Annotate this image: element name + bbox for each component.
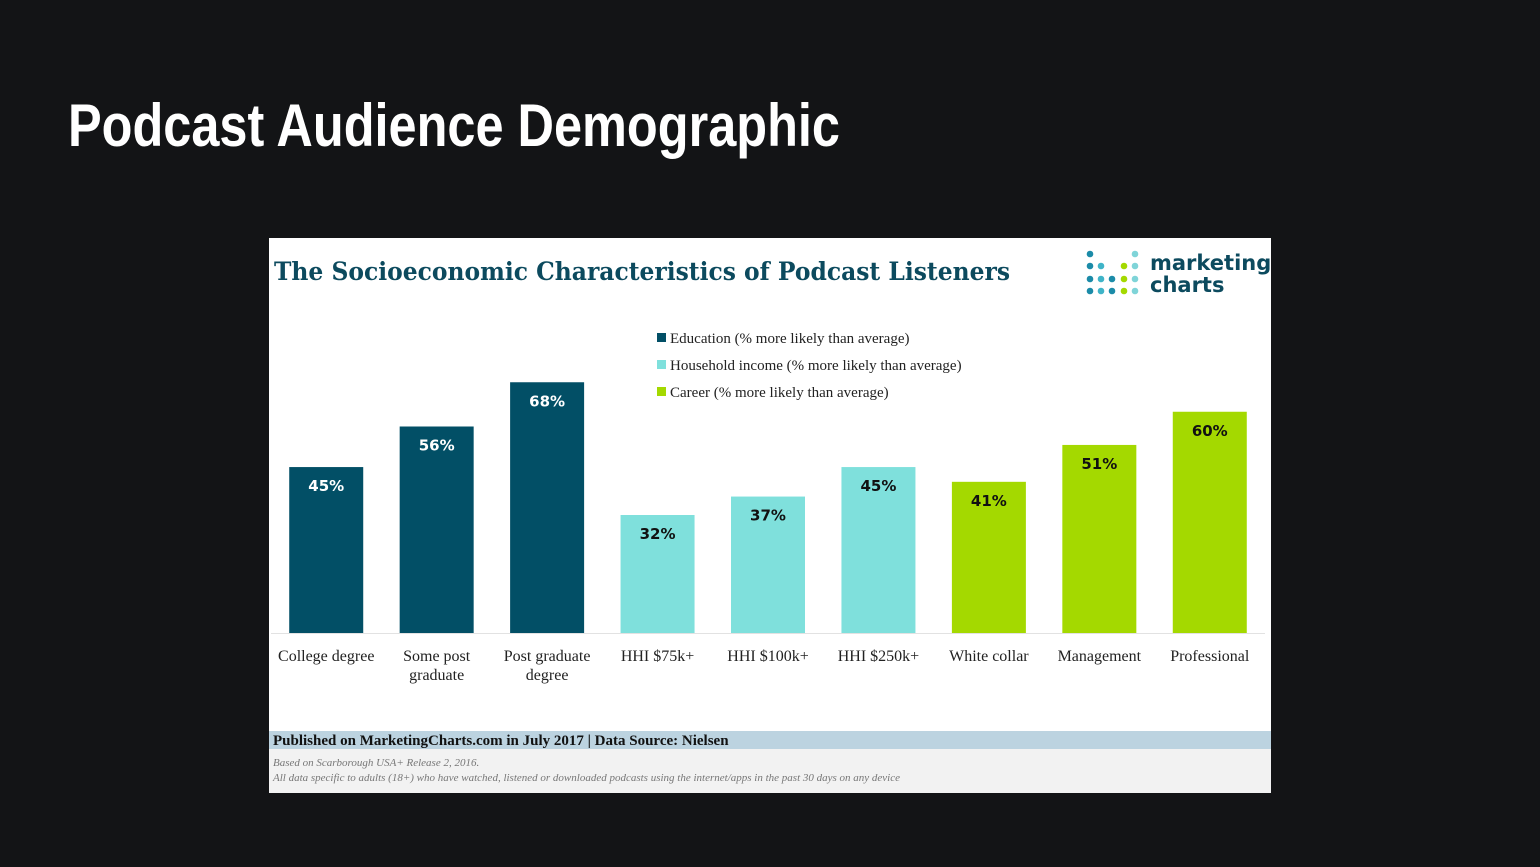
note: Based on Scarborough USA+ Release 2, 201… [273,757,479,769]
data-label: 32% [640,525,676,543]
x-tick-label: White collar [949,648,1029,665]
data-label: 51% [1081,455,1117,473]
bar [841,467,916,633]
data-label: 60% [1192,422,1228,440]
notes-band [269,749,1271,793]
note: All data specific to adults (18+) who ha… [272,772,900,784]
legend-swatch [657,387,666,396]
legend-swatch [657,333,666,342]
slide-title: Podcast Audience Demographic [68,92,840,159]
data-label: 56% [419,437,455,455]
logo-text: marketing [1150,251,1271,275]
x-tick-label: HHI $250k+ [837,648,920,665]
legend-label: Household income (% more likely than ave… [670,358,962,374]
legend-label: Education (% more likely than average) [670,331,909,347]
x-tick-label: College degree [278,648,375,665]
data-label: 68% [529,392,565,410]
bar [620,515,695,633]
chart-title: The Socioeconomic Characteristics of Pod… [274,257,1010,286]
x-tick-label: HHI $100k+ [727,648,809,665]
bar [731,496,805,633]
data-label: 37% [750,507,786,525]
x-tick-label: Post graduate degree [503,648,591,684]
x-tick-label: HHI $75k+ [620,648,695,665]
x-tick-label: Professional [1170,648,1250,665]
source-band [269,731,1271,749]
data-label: 41% [971,492,1007,510]
x-tick-label: Management [1057,648,1142,665]
data-label: 45% [860,477,896,495]
bar [289,467,364,633]
data-label: 45% [308,477,344,495]
bar [510,382,585,633]
bar [399,426,474,633]
legend-label: Career (% more likely than average) [670,385,889,401]
bar [951,481,1026,633]
bar [1172,411,1247,633]
legend-swatch [657,360,666,369]
x-tick-label: Some post graduate [403,648,471,684]
logo-dots [1086,250,1139,295]
logo-text: charts [1150,273,1224,297]
source: Published on MarketingCharts.com in July… [273,733,729,749]
bar [1062,444,1137,633]
